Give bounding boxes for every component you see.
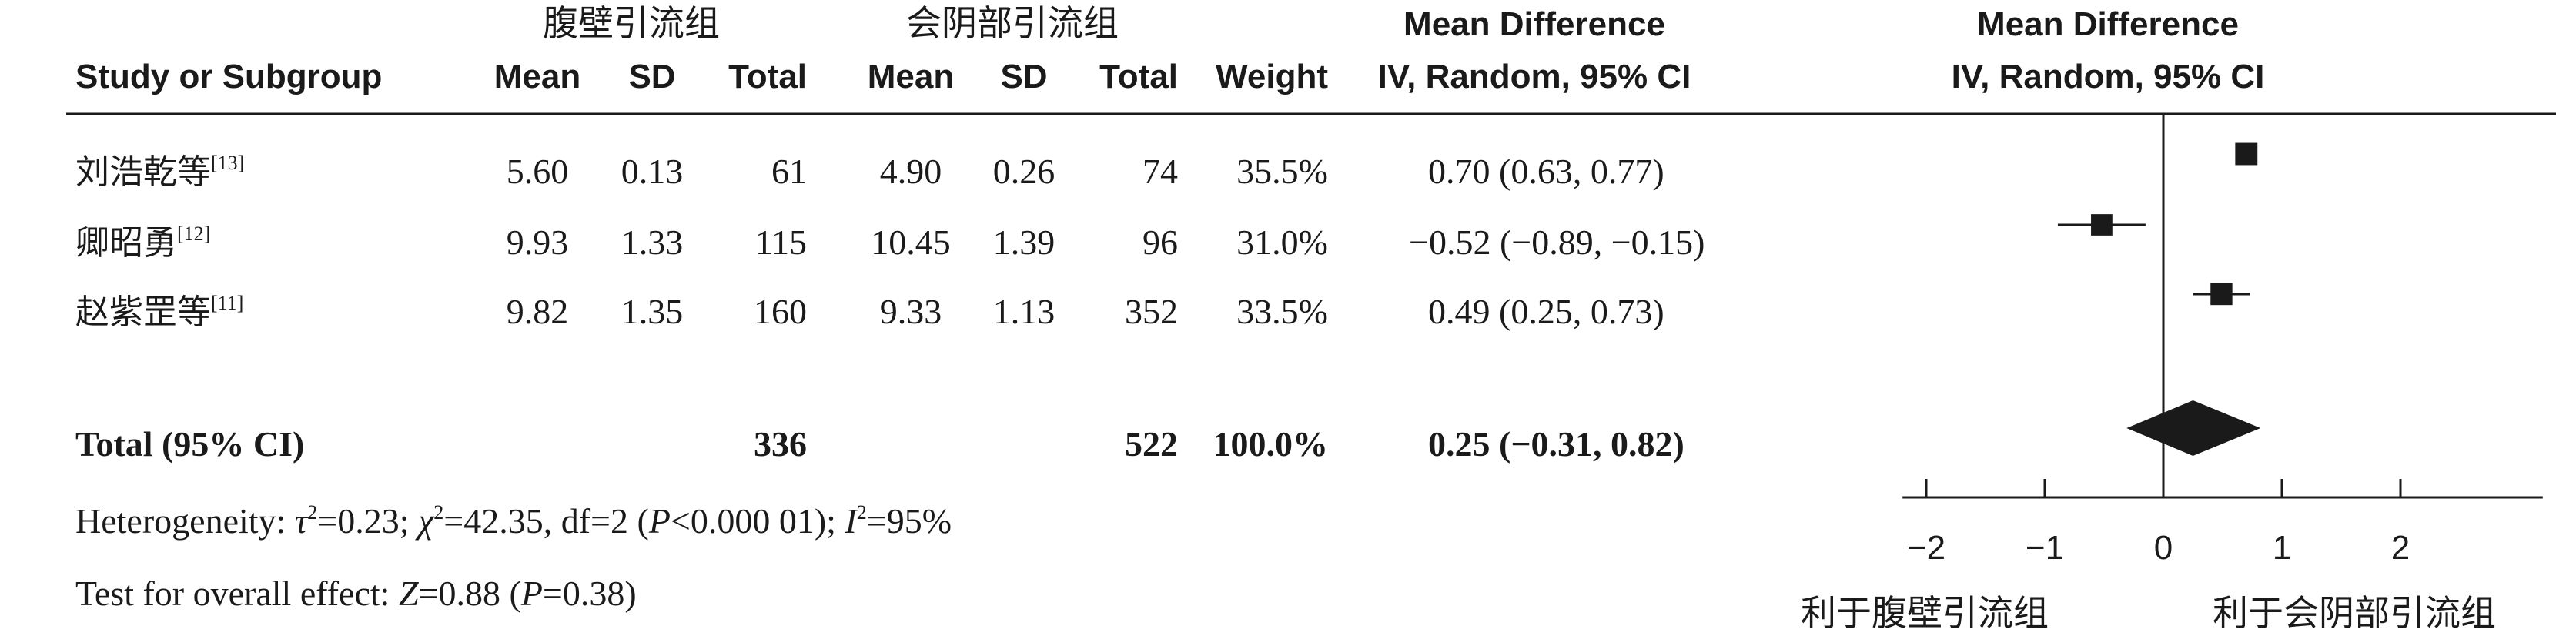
weight-value: 33.5% — [1236, 292, 1328, 331]
plot-header-line2: IV, Random, 95% CI — [1952, 58, 2265, 95]
md-header-line1: Mean Difference — [1403, 5, 1665, 43]
pooled-diamond — [2126, 400, 2261, 456]
group2-sd: 0.26 — [993, 152, 1055, 191]
group2-title: 会阴部引流组 — [906, 2, 1119, 44]
group1-mean-header: Mean — [494, 58, 580, 95]
effect-square — [2235, 142, 2258, 166]
group1-total: 160 — [754, 292, 807, 331]
plot-header-line1: Mean Difference — [1977, 5, 2239, 43]
effect-square — [2210, 283, 2233, 306]
x-tick-label: 1 — [2273, 529, 2291, 567]
group1-title: 腹壁引流组 — [543, 2, 720, 44]
md-ci-value: 0.70 (0.63, 0.77) — [1428, 152, 1664, 191]
heterogeneity-text: Heterogeneity: τ2=0.23; χ2=42.35, df=2 (… — [75, 501, 952, 541]
group2-grand-total: 522 — [1125, 424, 1178, 464]
group1-sd-header: SD — [628, 58, 675, 95]
group2-total: 74 — [1142, 152, 1178, 191]
x-tick-label: −1 — [2026, 529, 2064, 567]
x-tick-label: 2 — [2391, 529, 2410, 567]
group1-total-header: Total — [728, 58, 807, 95]
group1-mean: 9.93 — [507, 223, 569, 262]
group1-mean: 9.82 — [507, 292, 569, 331]
group2-total: 352 — [1125, 292, 1178, 331]
md-ci-value: −0.52 (−0.89, −0.15) — [1409, 223, 1705, 262]
total-label: Total (95% CI) — [75, 424, 304, 464]
md-header-line2: IV, Random, 95% CI — [1378, 58, 1691, 95]
group2-mean-header: Mean — [868, 58, 954, 95]
group1-mean: 5.60 — [507, 152, 569, 191]
group1-total: 61 — [771, 152, 807, 191]
group2-mean: 9.33 — [880, 292, 942, 331]
study-name: 赵紫罡等[11] — [75, 292, 243, 332]
md-ci-value: 0.49 (0.25, 0.73) — [1428, 292, 1664, 331]
group2-sd-header: SD — [1000, 58, 1047, 95]
group2-sd: 1.39 — [993, 223, 1055, 262]
group2-total: 96 — [1142, 223, 1178, 262]
overall-effect-text: Test for overall effect: Z=0.88 (P=0.38) — [75, 574, 637, 613]
pooled-md-ci: 0.25 (−0.31, 0.82) — [1428, 424, 1684, 464]
weight-value: 35.5% — [1236, 152, 1328, 191]
total-weight: 100.0% — [1213, 424, 1329, 464]
total-row: Total (95% CI) 336 522 100.0% 0.25 (−0.3… — [75, 424, 1684, 464]
group2-sd: 1.13 — [993, 292, 1055, 331]
group2-mean: 4.90 — [880, 152, 942, 191]
table-row: 刘浩乾等[13] 5.60 0.13 61 4.90 0.26 74 35.5%… — [75, 152, 1664, 192]
table-row: 赵紫罡等[11] 9.82 1.35 160 9.33 1.13 352 33.… — [75, 292, 1664, 332]
x-tick-label: −2 — [1907, 529, 1945, 567]
group1-sd: 1.33 — [621, 223, 684, 262]
group1-sd: 1.35 — [621, 292, 684, 331]
group2-total-header: Total — [1099, 58, 1178, 95]
x-tick-label: 0 — [2154, 529, 2173, 567]
favours-left-label: 利于腹壁引流组 — [1801, 592, 2049, 634]
effect-square — [2091, 214, 2113, 236]
weight-value: 31.0% — [1236, 223, 1328, 262]
group1-grand-total: 336 — [754, 424, 807, 464]
study-name: 卿昭勇[12] — [75, 223, 210, 263]
study-name: 刘浩乾等[13] — [75, 152, 244, 192]
forest-plot: −2 −1 0 1 2 — [1902, 114, 2543, 567]
favours-right-label: 利于会阴部引流组 — [2213, 592, 2496, 634]
group2-mean: 10.45 — [871, 223, 951, 262]
table-row: 卿昭勇[12] 9.93 1.33 115 10.45 1.39 96 31.0… — [75, 223, 1705, 263]
group1-total: 115 — [755, 223, 807, 262]
group1-sd: 0.13 — [621, 152, 684, 191]
weight-header: Weight — [1216, 58, 1328, 95]
study-column-header: Study or Subgroup — [75, 58, 382, 95]
